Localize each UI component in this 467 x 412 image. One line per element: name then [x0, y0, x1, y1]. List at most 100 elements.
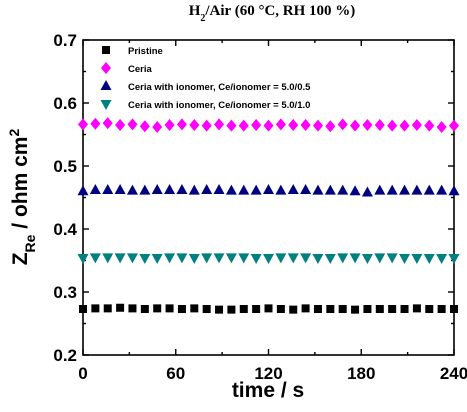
data-point: [437, 305, 446, 314]
data-point: [312, 253, 324, 264]
data-point: [424, 119, 435, 132]
data-point: [350, 119, 361, 132]
y-tick-label: 0.4: [53, 220, 77, 239]
data-point: [423, 253, 435, 264]
data-point: [399, 253, 411, 264]
data-point: [252, 305, 261, 314]
data-point: [349, 185, 361, 196]
legend-marker-4: [100, 100, 112, 110]
data-point: [89, 183, 101, 194]
data-point: [263, 183, 274, 194]
data-point: [313, 305, 322, 314]
y-tick-label: 0.3: [53, 283, 77, 302]
series-1: [79, 303, 458, 314]
data-point: [77, 253, 89, 264]
data-point: [139, 253, 151, 264]
data-point: [374, 184, 386, 195]
data-series: [77, 117, 460, 314]
data-point: [374, 253, 386, 264]
data-point: [351, 305, 360, 314]
data-point: [363, 305, 372, 314]
data-point: [164, 119, 175, 132]
data-point: [78, 118, 88, 131]
data-point: [190, 304, 199, 313]
data-point: [362, 119, 373, 132]
data-point: [324, 184, 336, 195]
data-point: [225, 253, 237, 264]
data-point: [412, 304, 421, 313]
data-point: [361, 253, 373, 264]
data-point: [449, 119, 459, 132]
y-tick-label: 0.6: [53, 94, 77, 113]
data-point: [225, 184, 237, 195]
data-point: [226, 119, 237, 132]
data-point: [188, 253, 200, 264]
series-2: [78, 117, 459, 133]
y-tick-label: 0.5: [53, 157, 77, 176]
data-point: [152, 120, 163, 133]
data-point: [388, 305, 397, 314]
data-point: [386, 184, 398, 195]
x-tick-label: 120: [254, 364, 282, 383]
data-point: [215, 305, 224, 314]
data-point: [126, 184, 138, 195]
data-point: [300, 119, 311, 132]
x-tick-label: 60: [166, 364, 185, 383]
data-point: [337, 184, 349, 195]
data-point: [102, 183, 114, 194]
x-tick-label: 0: [78, 364, 87, 383]
data-point: [213, 253, 225, 264]
data-point: [201, 119, 212, 132]
data-point: [238, 184, 250, 195]
data-point: [153, 304, 162, 313]
data-point: [90, 117, 101, 130]
data-point: [448, 253, 460, 264]
data-point: [214, 118, 225, 131]
x-tick-label: 180: [347, 364, 375, 383]
data-point: [227, 305, 236, 314]
data-point: [128, 304, 137, 313]
data-point: [251, 119, 262, 132]
data-point: [411, 119, 422, 132]
legend-marker-2: [101, 62, 111, 74]
data-point: [77, 185, 89, 196]
data-point: [287, 253, 299, 264]
data-point: [165, 304, 174, 313]
x-axis-label: time / s: [232, 379, 304, 402]
data-point: [264, 304, 273, 313]
data-point: [289, 305, 298, 314]
data-point: [275, 118, 286, 131]
data-point: [177, 305, 186, 314]
data-point: [374, 119, 385, 132]
data-point: [312, 119, 323, 132]
x-tick-label: 240: [440, 364, 467, 383]
data-point: [114, 183, 126, 194]
data-point: [102, 117, 113, 130]
data-point: [324, 253, 336, 264]
x-axis: 0 60 120 180 240: [78, 40, 467, 383]
series-4: [77, 253, 460, 264]
data-point: [375, 305, 384, 314]
data-point: [425, 305, 434, 314]
data-point: [337, 253, 349, 264]
y-tick-label: 0.2: [53, 346, 77, 365]
data-point: [275, 184, 287, 195]
data-point: [139, 120, 150, 133]
data-point: [201, 253, 213, 264]
data-point: [387, 119, 398, 132]
data-point: [139, 184, 151, 195]
data-point: [300, 183, 312, 194]
data-point: [102, 253, 114, 264]
legend-label-2: Ceria: [128, 64, 152, 75]
data-point: [202, 305, 211, 314]
data-point: [238, 119, 249, 132]
chart-title: H2/Air (60 °C, RH 100 %): [189, 3, 356, 24]
data-point: [140, 305, 149, 314]
data-point: [361, 186, 373, 197]
data-point: [448, 185, 460, 196]
data-point: [213, 183, 225, 194]
data-point: [89, 253, 101, 264]
y-axis-label: ZRe / ohm cm2: [6, 129, 38, 266]
data-point: [201, 183, 213, 194]
data-point: [400, 305, 409, 314]
